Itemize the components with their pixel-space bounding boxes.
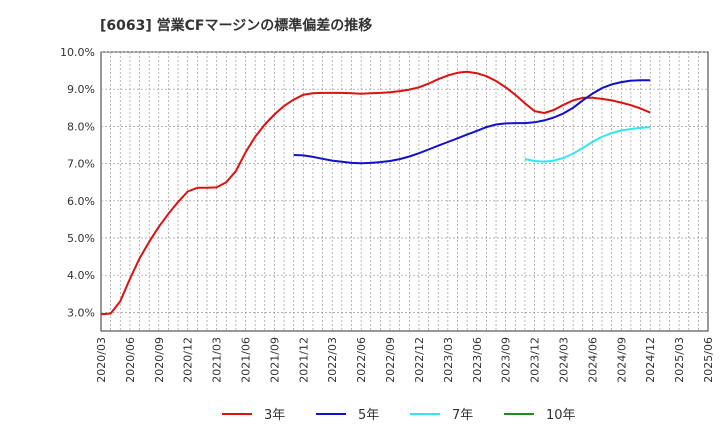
y-tick-label: 5.0% bbox=[67, 232, 95, 245]
y-tick-label: 4.0% bbox=[67, 269, 95, 282]
x-tick-label: 2025/06 bbox=[702, 337, 715, 383]
chart-title: [6063] 営業CFマージンの標準偏差の推移 bbox=[100, 17, 372, 34]
y-tick-label: 7.0% bbox=[67, 158, 95, 171]
legend: 3年 5年 7年 10年 bbox=[222, 408, 576, 423]
y-tick-label: 9.0% bbox=[67, 83, 95, 96]
x-tick-label: 2020/06 bbox=[124, 337, 137, 383]
y-tick-label: 8.0% bbox=[67, 120, 95, 133]
series-line-7年 bbox=[524, 126, 651, 163]
plot-area bbox=[100, 51, 709, 332]
y-tick-label: 6.0% bbox=[67, 195, 95, 208]
x-tick-label: 2020/03 bbox=[95, 337, 108, 383]
x-tick-label: 2022/03 bbox=[326, 337, 339, 383]
x-tick-label: 2022/09 bbox=[384, 337, 397, 383]
x-tick-label: 2024/06 bbox=[586, 337, 599, 383]
plot-frame bbox=[100, 51, 709, 332]
x-tick-label: 2023/06 bbox=[471, 337, 484, 383]
x-tick-label: 2024/03 bbox=[557, 337, 570, 383]
series-line-3年 bbox=[100, 70, 651, 316]
x-tick-label: 2021/09 bbox=[268, 337, 281, 383]
x-axis: 2020/03 2020/06 2020/09 2020/12 2021/03 2021/… bbox=[95, 337, 715, 383]
series-line-5年 bbox=[293, 79, 651, 165]
x-tick-label: 2021/12 bbox=[297, 337, 310, 383]
x-tick-label: 2024/12 bbox=[644, 337, 657, 383]
legend-label: 7年 bbox=[452, 408, 473, 423]
x-tick-label: 2022/12 bbox=[413, 337, 426, 383]
legend-label: 3年 bbox=[264, 408, 285, 423]
y-tick-label: 3.0% bbox=[67, 306, 95, 319]
legend-label: 10年 bbox=[546, 408, 576, 423]
x-tick-label: 2023/12 bbox=[529, 337, 542, 383]
legend-label: 5年 bbox=[358, 408, 379, 423]
x-tick-label: 2020/09 bbox=[153, 337, 166, 383]
series-layer bbox=[100, 70, 651, 316]
x-tick-label: 2025/03 bbox=[673, 337, 686, 383]
x-tick-label: 2021/03 bbox=[211, 337, 224, 383]
x-tick-label: 2023/03 bbox=[442, 337, 455, 383]
y-axis: 3.0% 4.0% 5.0% 6.0% 7.0% 8.0% 9.0% 10.0% bbox=[60, 46, 95, 319]
x-tick-label: 2021/06 bbox=[240, 337, 253, 383]
x-tick-label: 2023/09 bbox=[500, 337, 513, 383]
x-tick-label: 2022/06 bbox=[355, 337, 368, 383]
gridlines bbox=[101, 51, 708, 331]
x-tick-label: 2024/09 bbox=[615, 337, 628, 383]
y-tick-label: 10.0% bbox=[60, 46, 95, 59]
x-tick-label: 2020/12 bbox=[182, 337, 195, 383]
